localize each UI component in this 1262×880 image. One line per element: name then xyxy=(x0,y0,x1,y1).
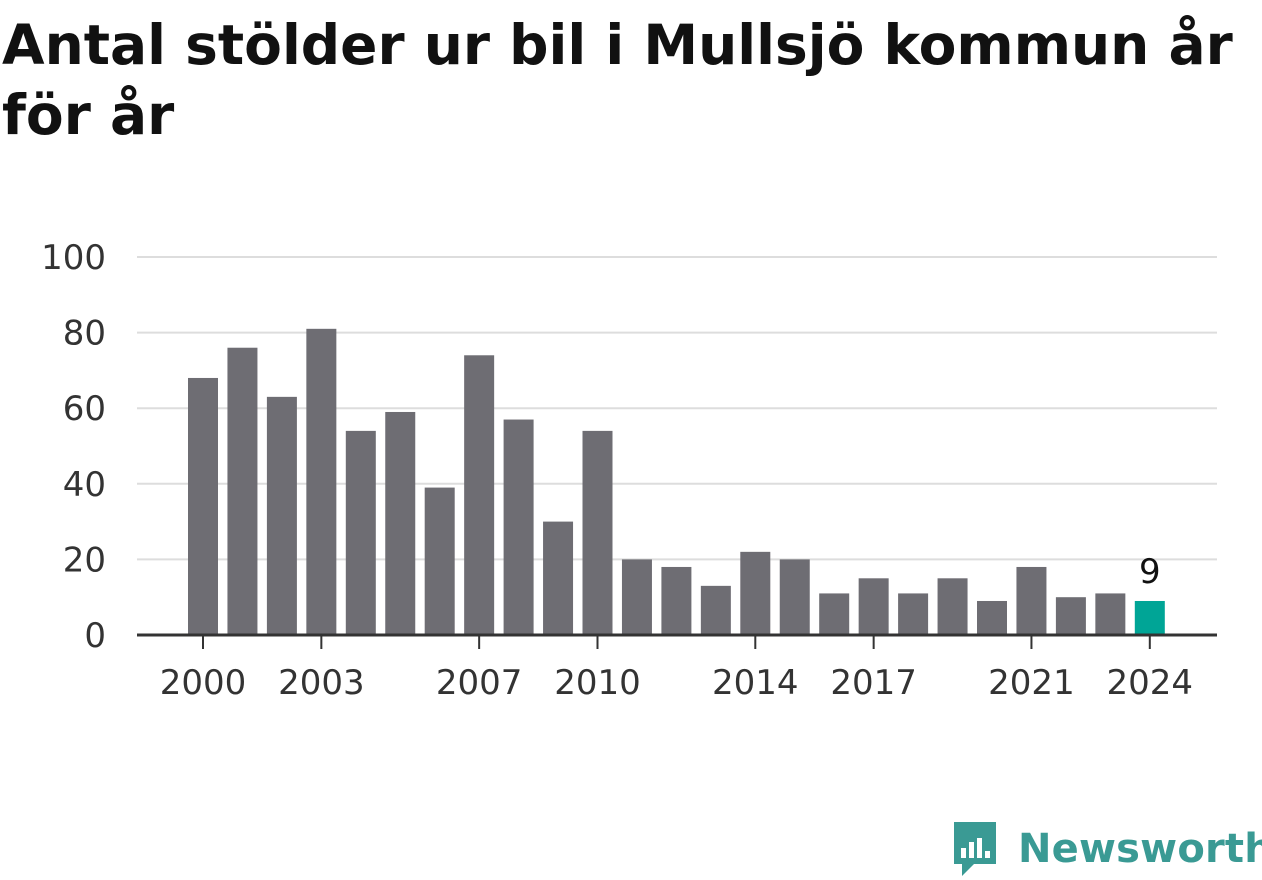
data-labels: 9 xyxy=(1139,552,1161,592)
y-axis-ticks: 0 20 40 60 80 100 xyxy=(41,238,106,656)
y-tick-label: 60 xyxy=(63,389,106,429)
newsworthy-chat-bars-icon xyxy=(954,822,996,876)
bars xyxy=(188,328,1165,635)
bar-2016 xyxy=(819,593,850,635)
bar-2018 xyxy=(898,593,929,635)
chart-title: Antal stölder ur bil i Mullsjö kommun år… xyxy=(2,13,1233,147)
x-tick-label: 2010 xyxy=(554,663,641,703)
bar-2004 xyxy=(345,430,376,635)
bar-2002 xyxy=(266,396,297,635)
x-tick-label: 2024 xyxy=(1107,663,1194,703)
bar-2008 xyxy=(503,419,534,635)
x-tick-label: 2007 xyxy=(436,663,523,703)
bar-2006 xyxy=(424,487,455,635)
bar-2000 xyxy=(188,377,218,635)
bar-2022 xyxy=(1055,597,1086,635)
bar-value-label: 9 xyxy=(1139,552,1161,592)
bar-2020 xyxy=(977,600,1007,635)
x-axis-ticks: 2000 2003 2007 2010 2014 2017 2021 2024 xyxy=(160,635,1193,703)
bar-2014 xyxy=(740,551,771,635)
bar-2003 xyxy=(306,328,337,635)
bar-2024 xyxy=(1134,600,1165,635)
x-tick-label: 2017 xyxy=(830,663,917,703)
bar-2012 xyxy=(661,566,692,635)
y-tick-label: 20 xyxy=(63,540,106,580)
x-tick-label: 2003 xyxy=(278,663,365,703)
x-tick-label: 2014 xyxy=(712,663,799,703)
gridlines xyxy=(137,256,1217,561)
bar-2019 xyxy=(937,578,968,635)
y-tick-label: 80 xyxy=(63,314,106,354)
bar-2011 xyxy=(621,559,652,635)
x-tick-label: 2000 xyxy=(160,663,247,703)
bar-2009 xyxy=(543,521,574,635)
newsworthy-logo: Newsworthy xyxy=(950,818,1262,880)
y-tick-label: 100 xyxy=(41,238,106,278)
bar-2007 xyxy=(464,355,495,635)
y-tick-label: 40 xyxy=(63,465,106,505)
bar-2017 xyxy=(858,578,889,635)
bar-2001 xyxy=(227,347,258,635)
bar-2021 xyxy=(1016,566,1047,635)
bar-2023 xyxy=(1095,593,1126,635)
bar-2010 xyxy=(582,430,613,635)
x-tick-label: 2021 xyxy=(988,663,1075,703)
bar-2005 xyxy=(385,411,416,635)
bar-2013 xyxy=(700,585,731,635)
brand-name: Newsworthy xyxy=(1018,826,1262,872)
y-tick-label: 0 xyxy=(84,616,106,656)
bar-2015 xyxy=(779,559,810,635)
